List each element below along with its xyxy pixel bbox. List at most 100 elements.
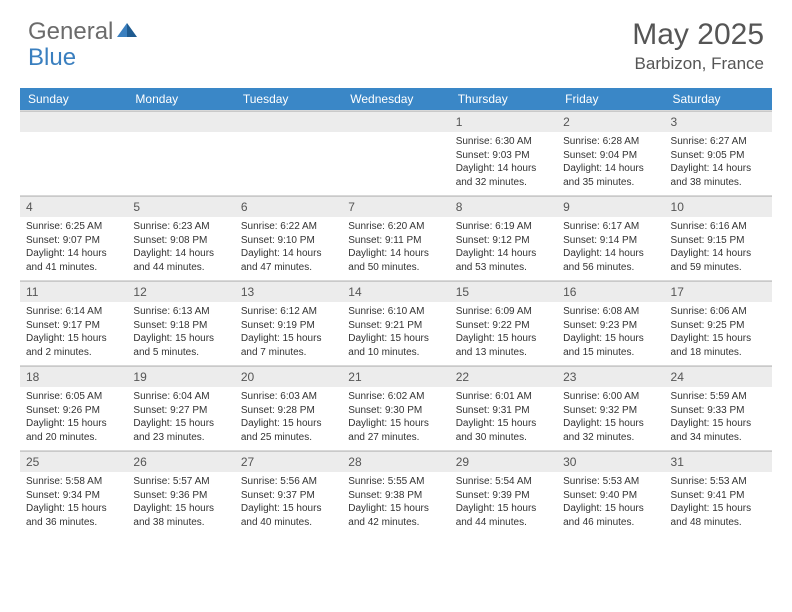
- dow-monday: Monday: [127, 88, 234, 110]
- sunset-line: Sunset: 9:39 PM: [456, 489, 551, 503]
- day-cell: 26Sunrise: 5:57 AMSunset: 9:36 PMDayligh…: [127, 450, 234, 535]
- day-cell: 28Sunrise: 5:55 AMSunset: 9:38 PMDayligh…: [342, 450, 449, 535]
- day-cell: 1Sunrise: 6:30 AMSunset: 9:03 PMDaylight…: [450, 110, 557, 195]
- sunrise-line: Sunrise: 6:00 AM: [563, 390, 658, 404]
- day-body: Sunrise: 5:56 AMSunset: 9:37 PMDaylight:…: [235, 472, 342, 535]
- day-cell: 21Sunrise: 6:02 AMSunset: 9:30 PMDayligh…: [342, 365, 449, 450]
- day-number: 17: [665, 281, 772, 302]
- daylight-line: Daylight: 15 hours and 23 minutes.: [133, 417, 228, 444]
- sunrise-line: Sunrise: 6:16 AM: [671, 220, 766, 234]
- sunset-line: Sunset: 9:04 PM: [563, 149, 658, 163]
- daylight-line: Daylight: 15 hours and 34 minutes.: [671, 417, 766, 444]
- daylight-line: Daylight: 15 hours and 30 minutes.: [456, 417, 551, 444]
- day-number: [235, 111, 342, 132]
- daylight-line: Daylight: 15 hours and 10 minutes.: [348, 332, 443, 359]
- day-cell: 7Sunrise: 6:20 AMSunset: 9:11 PMDaylight…: [342, 195, 449, 280]
- day-number: 18: [20, 366, 127, 387]
- day-number: 6: [235, 196, 342, 217]
- day-number: 14: [342, 281, 449, 302]
- daylight-line: Daylight: 15 hours and 18 minutes.: [671, 332, 766, 359]
- sunrise-line: Sunrise: 6:25 AM: [26, 220, 121, 234]
- sunset-line: Sunset: 9:22 PM: [456, 319, 551, 333]
- daylight-line: Daylight: 15 hours and 42 minutes.: [348, 502, 443, 529]
- day-cell: 11Sunrise: 6:14 AMSunset: 9:17 PMDayligh…: [20, 280, 127, 365]
- day-cell: 24Sunrise: 5:59 AMSunset: 9:33 PMDayligh…: [665, 365, 772, 450]
- week-row: 25Sunrise: 5:58 AMSunset: 9:34 PMDayligh…: [20, 450, 772, 535]
- sunrise-line: Sunrise: 5:56 AM: [241, 475, 336, 489]
- sunset-line: Sunset: 9:11 PM: [348, 234, 443, 248]
- day-cell: 30Sunrise: 5:53 AMSunset: 9:40 PMDayligh…: [557, 450, 664, 535]
- sunrise-line: Sunrise: 6:05 AM: [26, 390, 121, 404]
- day-body: Sunrise: 6:06 AMSunset: 9:25 PMDaylight:…: [665, 302, 772, 365]
- sunrise-line: Sunrise: 6:19 AM: [456, 220, 551, 234]
- day-body: Sunrise: 5:59 AMSunset: 9:33 PMDaylight:…: [665, 387, 772, 450]
- dow-friday: Friday: [557, 88, 664, 110]
- sunset-line: Sunset: 9:10 PM: [241, 234, 336, 248]
- logo-icon: [117, 18, 139, 46]
- sunrise-line: Sunrise: 6:14 AM: [26, 305, 121, 319]
- daylight-line: Daylight: 14 hours and 53 minutes.: [456, 247, 551, 274]
- day-body: Sunrise: 6:28 AMSunset: 9:04 PMDaylight:…: [557, 132, 664, 195]
- day-number: 20: [235, 366, 342, 387]
- sunset-line: Sunset: 9:14 PM: [563, 234, 658, 248]
- daylight-line: Daylight: 14 hours and 59 minutes.: [671, 247, 766, 274]
- sunset-line: Sunset: 9:23 PM: [563, 319, 658, 333]
- day-body: Sunrise: 6:10 AMSunset: 9:21 PMDaylight:…: [342, 302, 449, 365]
- day-cell: 17Sunrise: 6:06 AMSunset: 9:25 PMDayligh…: [665, 280, 772, 365]
- day-body: Sunrise: 6:25 AMSunset: 9:07 PMDaylight:…: [20, 217, 127, 280]
- sunrise-line: Sunrise: 6:03 AM: [241, 390, 336, 404]
- sunrise-line: Sunrise: 6:08 AM: [563, 305, 658, 319]
- sunset-line: Sunset: 9:30 PM: [348, 404, 443, 418]
- day-number: 21: [342, 366, 449, 387]
- day-number: 12: [127, 281, 234, 302]
- sunset-line: Sunset: 9:28 PM: [241, 404, 336, 418]
- day-cell: 10Sunrise: 6:16 AMSunset: 9:15 PMDayligh…: [665, 195, 772, 280]
- sunset-line: Sunset: 9:15 PM: [671, 234, 766, 248]
- day-body: Sunrise: 5:53 AMSunset: 9:41 PMDaylight:…: [665, 472, 772, 535]
- day-body: Sunrise: 5:55 AMSunset: 9:38 PMDaylight:…: [342, 472, 449, 535]
- day-number: 1: [450, 111, 557, 132]
- sunset-line: Sunset: 9:33 PM: [671, 404, 766, 418]
- sunset-line: Sunset: 9:17 PM: [26, 319, 121, 333]
- daylight-line: Daylight: 14 hours and 47 minutes.: [241, 247, 336, 274]
- day-body: Sunrise: 6:04 AMSunset: 9:27 PMDaylight:…: [127, 387, 234, 450]
- day-body: Sunrise: 6:01 AMSunset: 9:31 PMDaylight:…: [450, 387, 557, 450]
- day-cell: 5Sunrise: 6:23 AMSunset: 9:08 PMDaylight…: [127, 195, 234, 280]
- daylight-line: Daylight: 14 hours and 32 minutes.: [456, 162, 551, 189]
- dow-thursday: Thursday: [450, 88, 557, 110]
- day-number: 11: [20, 281, 127, 302]
- day-body: Sunrise: 5:57 AMSunset: 9:36 PMDaylight:…: [127, 472, 234, 535]
- daylight-line: Daylight: 15 hours and 32 minutes.: [563, 417, 658, 444]
- sunset-line: Sunset: 9:21 PM: [348, 319, 443, 333]
- day-number: 27: [235, 451, 342, 472]
- daylight-line: Daylight: 15 hours and 13 minutes.: [456, 332, 551, 359]
- day-number: 8: [450, 196, 557, 217]
- sunrise-line: Sunrise: 6:04 AM: [133, 390, 228, 404]
- day-cell: 22Sunrise: 6:01 AMSunset: 9:31 PMDayligh…: [450, 365, 557, 450]
- sunset-line: Sunset: 9:03 PM: [456, 149, 551, 163]
- sunset-line: Sunset: 9:19 PM: [241, 319, 336, 333]
- sunrise-line: Sunrise: 6:28 AM: [563, 135, 658, 149]
- day-cell: [235, 110, 342, 195]
- day-cell: [127, 110, 234, 195]
- sunset-line: Sunset: 9:18 PM: [133, 319, 228, 333]
- daylight-line: Daylight: 14 hours and 41 minutes.: [26, 247, 121, 274]
- day-body: Sunrise: 6:19 AMSunset: 9:12 PMDaylight:…: [450, 217, 557, 280]
- day-number: 19: [127, 366, 234, 387]
- sunrise-line: Sunrise: 6:17 AM: [563, 220, 658, 234]
- week-row: 1Sunrise: 6:30 AMSunset: 9:03 PMDaylight…: [20, 110, 772, 195]
- sunrise-line: Sunrise: 6:02 AM: [348, 390, 443, 404]
- sunset-line: Sunset: 9:37 PM: [241, 489, 336, 503]
- day-body: Sunrise: 6:27 AMSunset: 9:05 PMDaylight:…: [665, 132, 772, 195]
- day-cell: 14Sunrise: 6:10 AMSunset: 9:21 PMDayligh…: [342, 280, 449, 365]
- sunset-line: Sunset: 9:34 PM: [26, 489, 121, 503]
- daylight-line: Daylight: 15 hours and 25 minutes.: [241, 417, 336, 444]
- day-number: 22: [450, 366, 557, 387]
- day-cell: 16Sunrise: 6:08 AMSunset: 9:23 PMDayligh…: [557, 280, 664, 365]
- day-cell: 9Sunrise: 6:17 AMSunset: 9:14 PMDaylight…: [557, 195, 664, 280]
- day-cell: 13Sunrise: 6:12 AMSunset: 9:19 PMDayligh…: [235, 280, 342, 365]
- day-number: 23: [557, 366, 664, 387]
- daylight-line: Daylight: 15 hours and 44 minutes.: [456, 502, 551, 529]
- sunrise-line: Sunrise: 6:09 AM: [456, 305, 551, 319]
- sunrise-line: Sunrise: 5:54 AM: [456, 475, 551, 489]
